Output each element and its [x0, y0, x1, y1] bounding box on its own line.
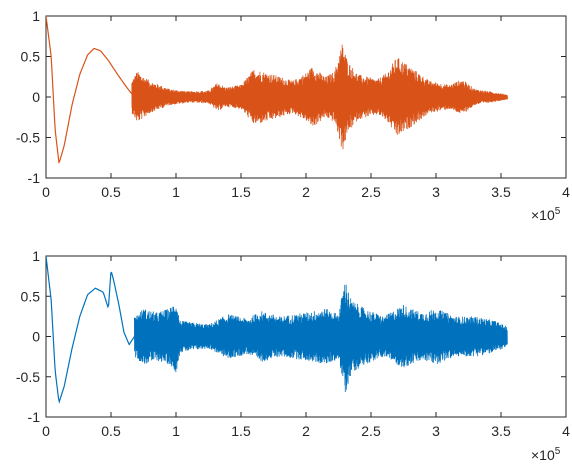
y-tick-label: -1 [28, 409, 41, 425]
series-line-smooth [46, 256, 135, 404]
y-tick-label: 1 [32, 8, 40, 24]
x-tick-label: 0 [42, 184, 50, 200]
x-tick-label: 2.5 [361, 423, 381, 439]
x-exponent-label: ×105 [531, 446, 561, 463]
subplot-1: 0 0.5 1 1.5 2 2.5 3 3.5 4 -1 -0.5 0 0.5 1 ×105 [16, 8, 570, 223]
x-tick-label: 3.5 [491, 184, 511, 200]
x-tick-label: 1 [172, 184, 180, 200]
subplot-2: 0 0.5 1 1.5 2 2.5 3 3.5 4 -1 -0.5 0 0.5 1 ×105 [16, 248, 570, 463]
series-line-oscillation [131, 44, 508, 150]
y-tick-label: -1 [28, 170, 41, 186]
y-tick-label: 0 [32, 329, 40, 345]
y-tick-label: -0.5 [16, 369, 40, 385]
x-tick-label: 2.5 [361, 184, 381, 200]
x-tick-label: 2 [302, 184, 310, 200]
x-tick-label: 1.5 [231, 184, 251, 200]
y-tick-label: 0 [32, 89, 40, 105]
x-tick-label: 0 [42, 423, 50, 439]
y-tick-label: 0.5 [21, 288, 41, 304]
series-line-smooth [46, 16, 133, 164]
y-tick-label: 1 [32, 248, 40, 264]
x-tick-label: 1.5 [231, 423, 251, 439]
series-line-oscillation [134, 284, 508, 393]
x-tick-label: 3 [432, 184, 440, 200]
x-tick-label: 4 [562, 423, 570, 439]
x-exponent-label: ×105 [531, 206, 561, 223]
x-tick-label: 0.5 [101, 423, 121, 439]
x-tick-label: 3.5 [491, 423, 511, 439]
x-tick-label: 3 [432, 423, 440, 439]
x-tick-label: 1 [172, 423, 180, 439]
y-tick-label: 0.5 [21, 49, 41, 65]
x-tick-label: 4 [562, 184, 570, 200]
x-tick-label: 2 [302, 423, 310, 439]
x-tick-label: 0.5 [101, 184, 121, 200]
y-tick-label: -0.5 [16, 130, 40, 146]
